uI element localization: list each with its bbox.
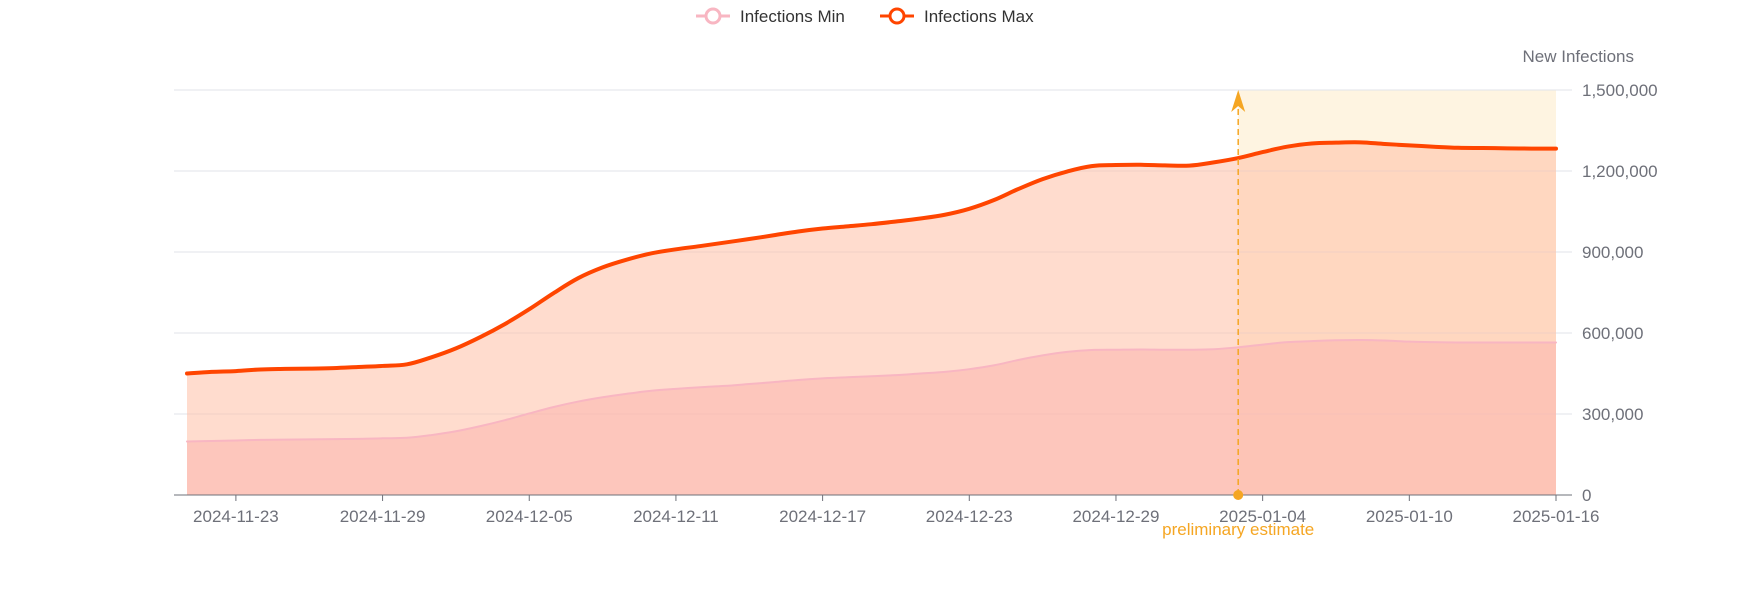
y-tick-label: 1,500,000 — [1582, 81, 1658, 100]
x-tick-label: 2024-11-29 — [340, 507, 426, 526]
legend-label-min: Infections Min — [740, 7, 845, 26]
x-tick-label: 2024-12-29 — [1072, 507, 1159, 526]
series-lines — [185, 140, 1558, 443]
legend-marker-max — [888, 7, 906, 25]
line-infections-max[interactable] — [185, 140, 1558, 376]
x-tick-label: 2024-12-17 — [779, 507, 866, 526]
markline-label: preliminary estimate — [1162, 520, 1314, 539]
markline-start-dot — [1233, 490, 1244, 500]
markline-arrow-icon — [1231, 90, 1246, 112]
legend-item-min[interactable]: Infections Min — [696, 7, 845, 26]
x-axis-ticks: 2024-11-23 2024-11-29 2024-12-05 2024-12-11… — [193, 495, 1599, 526]
x-tick-label: 2024-11-23 — [193, 507, 279, 526]
series-areas — [187, 142, 1556, 496]
x-tick-label: 2025-01-04 — [1219, 507, 1306, 526]
y-tick-label: 300,000 — [1582, 405, 1643, 424]
legend: Infections Min Infections Max — [696, 7, 1034, 26]
line-infections-min[interactable] — [186, 339, 1557, 443]
y-tick-label: 0 — [1582, 486, 1591, 505]
legend-label-max: Infections Max — [924, 7, 1034, 26]
y-axis-ticks: 0 300,000 600,000 900,000 1,200,000 1,500,000 — [1582, 81, 1658, 505]
x-tick-label: 2025-01-10 — [1366, 507, 1453, 526]
x-tick-label: 2024-12-05 — [486, 507, 573, 526]
preliminary-estimate-markline: preliminary estimate — [1162, 90, 1314, 539]
x-tick-label: 2024-12-23 — [926, 507, 1013, 526]
x-tick-label: 2025-01-16 — [1513, 507, 1600, 526]
x-tick-label: 2024-12-11 — [633, 507, 719, 526]
y-tick-label: 600,000 — [1582, 324, 1643, 343]
y-tick-label: 900,000 — [1582, 243, 1643, 262]
legend-item-max[interactable]: Infections Max — [880, 7, 1034, 26]
y-tick-label: 1,200,000 — [1582, 162, 1658, 181]
legend-marker-min — [704, 7, 722, 25]
area-infections-min — [187, 340, 1556, 495]
y-axis-title: New Infections — [1523, 47, 1635, 66]
